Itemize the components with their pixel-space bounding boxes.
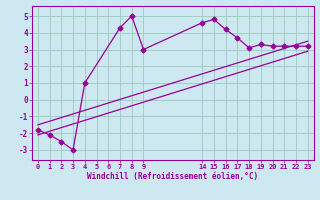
X-axis label: Windchill (Refroidissement éolien,°C): Windchill (Refroidissement éolien,°C) [87, 172, 258, 181]
